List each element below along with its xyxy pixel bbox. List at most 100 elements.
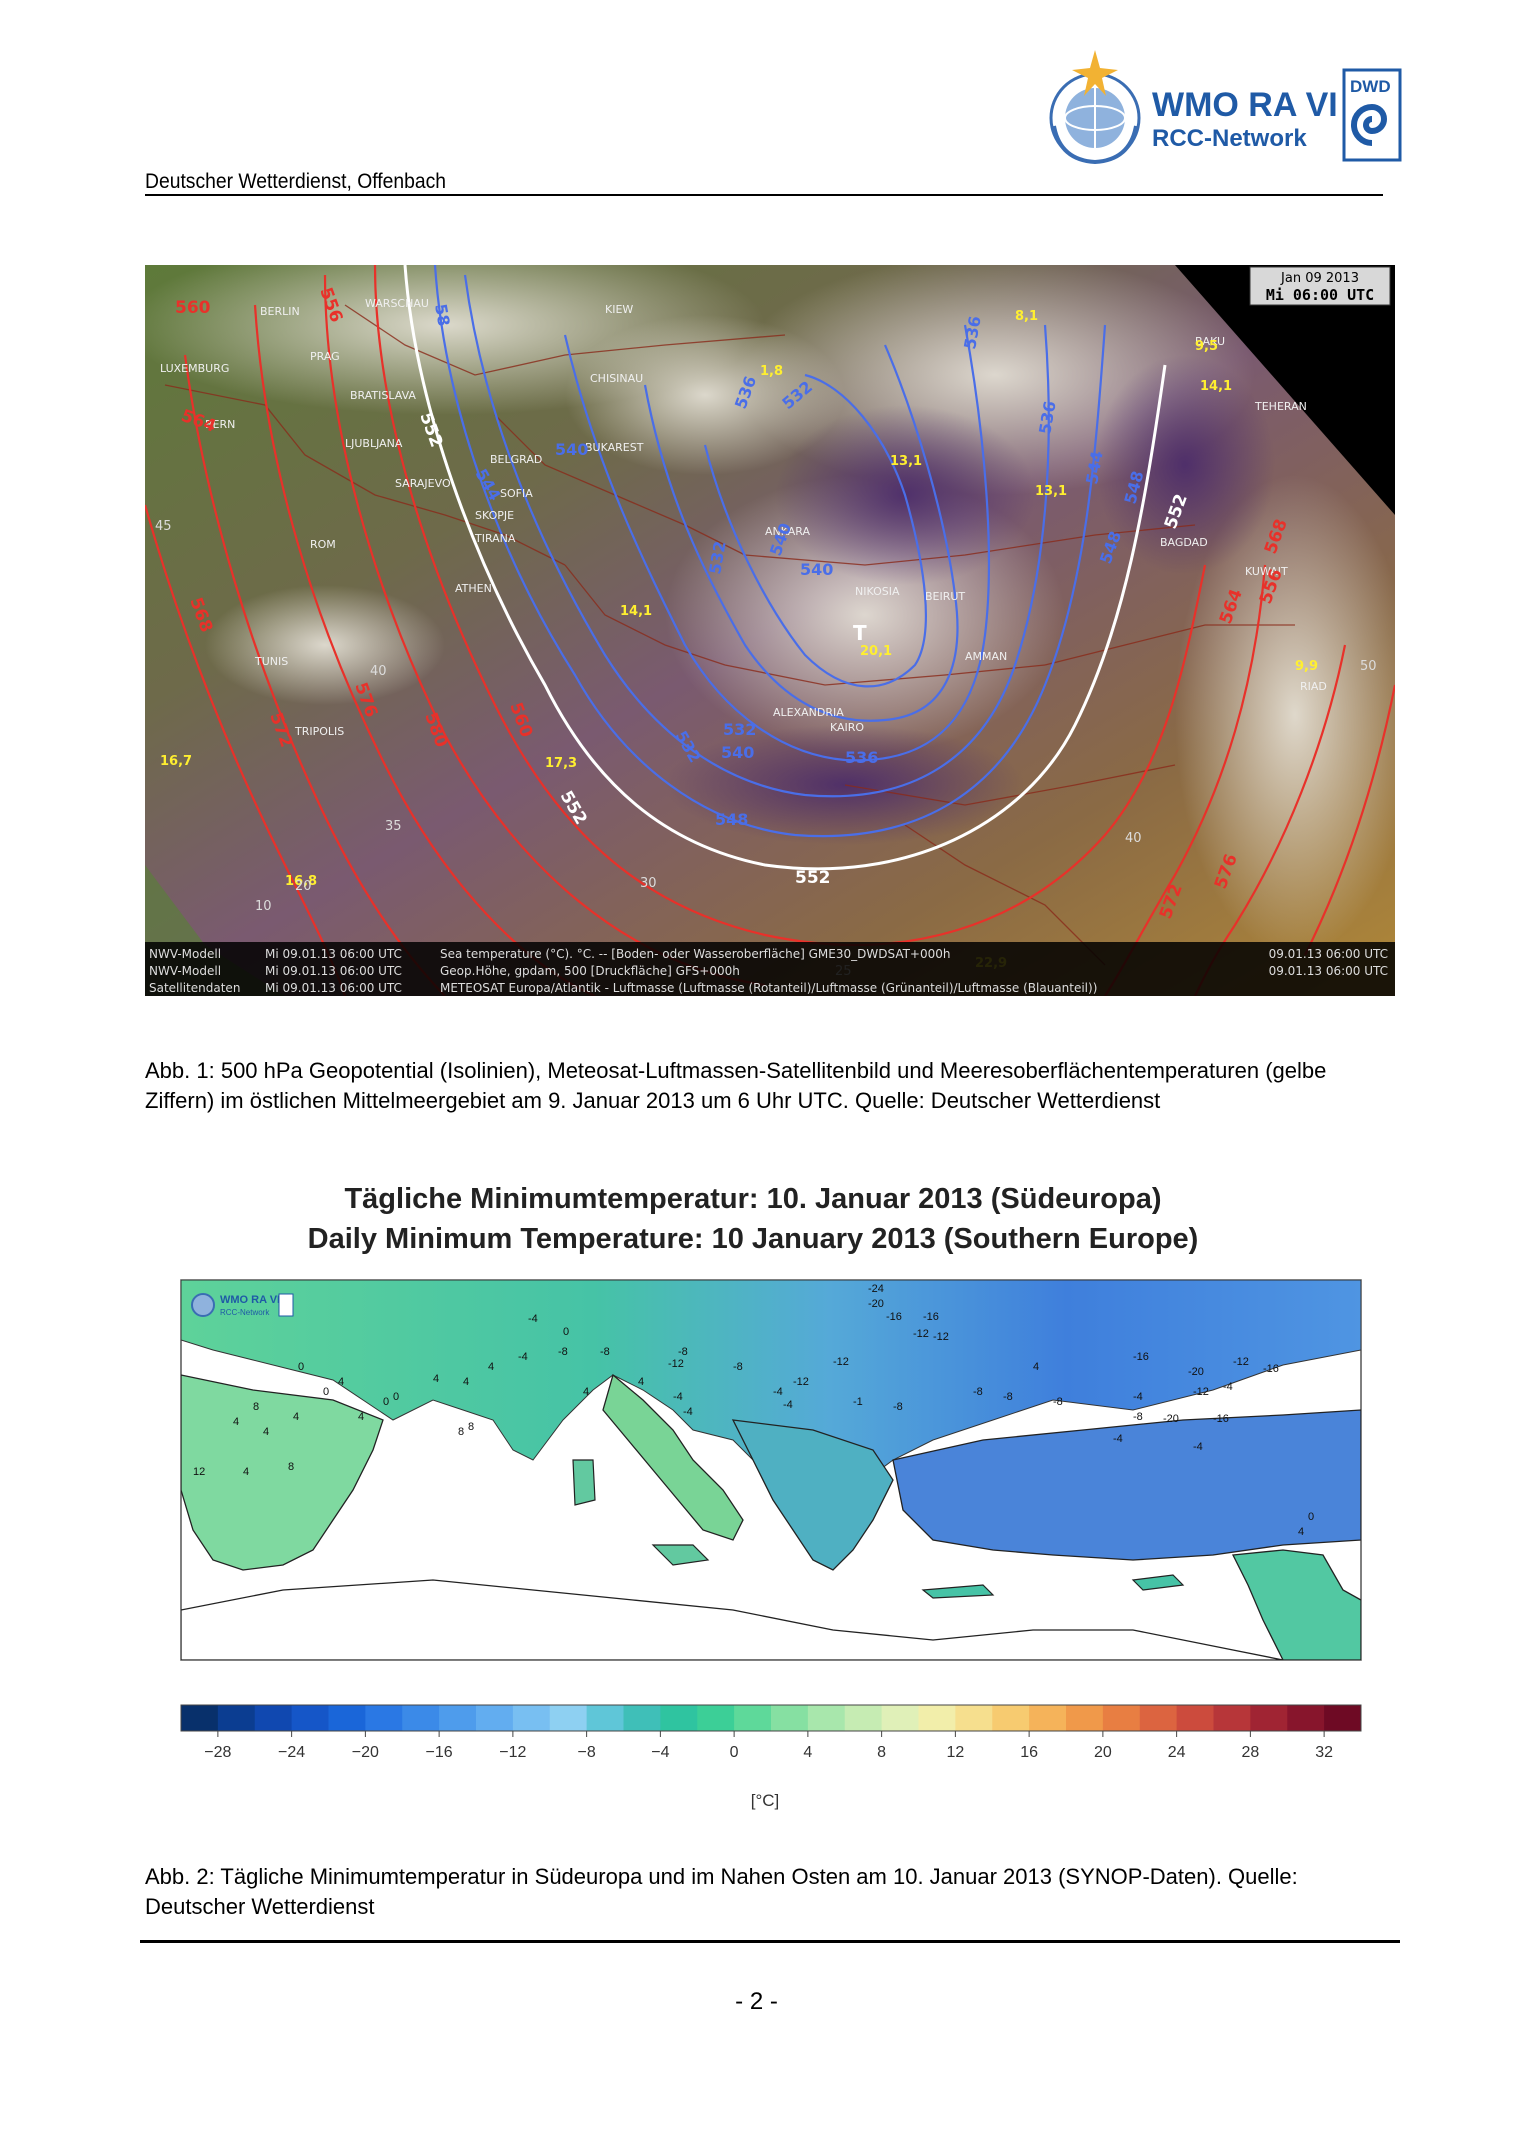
city-label: LJUBLJANA	[345, 437, 403, 450]
city-label: BRATISLAVA	[350, 389, 416, 402]
city-label: ANKARA	[765, 525, 810, 538]
colorbar-segment	[1250, 1705, 1288, 1731]
colorbar-segment	[365, 1705, 403, 1731]
map-value: -4	[1223, 1381, 1233, 1393]
colorbar-tick-label: 28	[1241, 1744, 1259, 1761]
info-description: Geop.Höhe, gpdam, 500 [Druckfläche] GFS+…	[440, 964, 740, 978]
map-value: -20	[1188, 1366, 1204, 1378]
map-value: 8	[253, 1401, 259, 1413]
map-value: -8	[733, 1361, 743, 1373]
sst-value: 13,1	[1035, 484, 1067, 499]
map-value: -12	[913, 1328, 929, 1340]
colorbar-segment	[1102, 1705, 1141, 1731]
info-time: Mi 09.01.13 06:00 UTC	[265, 981, 402, 995]
colorbar-tick-label: −24	[278, 1744, 305, 1761]
info-time: Mi 09.01.13 06:00 UTC	[265, 964, 402, 978]
map-value: 4	[488, 1361, 494, 1373]
info-description: METEOSAT Europa/Atlantik - Luftmasse (Lu…	[440, 981, 1097, 995]
colorbar-unit: [°C]	[751, 1791, 780, 1810]
map-value: -4	[1113, 1433, 1123, 1445]
map-value: 4	[1298, 1526, 1304, 1538]
map-value: 8	[458, 1426, 464, 1438]
city-label: BEIRUT	[925, 590, 965, 603]
city-label: LUXEMBURG	[160, 362, 229, 375]
header-organization: Deutscher Wetterdienst, Offenbach	[145, 170, 447, 193]
city-label: BERLIN	[260, 305, 300, 318]
colorbar-tick-label: 16	[1020, 1744, 1038, 1761]
colorbar-segment	[1287, 1705, 1325, 1731]
dwd-logo-icon	[278, 1293, 294, 1317]
logo-title: WMO RA VI	[1152, 86, 1338, 124]
map-value: -16	[923, 1311, 939, 1323]
city-label: KIEW	[605, 303, 633, 316]
info-source: NWV-Modell	[149, 964, 221, 978]
map-value: -12	[1193, 1386, 1209, 1398]
city-label: ATHEN	[455, 582, 492, 595]
low-pressure-marker: T	[853, 621, 867, 645]
city-label: ALEXANDRIA	[773, 706, 844, 719]
map-value: -4	[518, 1351, 528, 1363]
city-label: PRAG	[310, 350, 340, 363]
map-value: 4	[358, 1411, 364, 1423]
info-time: Mi 09.01.13 06:00 UTC	[265, 947, 402, 961]
page-number: - 2 -	[735, 1988, 778, 2015]
city-label: BELGRAD	[490, 453, 542, 466]
map-wmo-logo: WMO RA VI RCC-Network	[191, 1293, 294, 1317]
map-value: -12	[793, 1376, 809, 1388]
latitude-label: 45	[155, 519, 172, 534]
sst-value: 14,1	[620, 604, 652, 619]
map-value: 4	[463, 1376, 469, 1388]
map-value: -8	[678, 1346, 688, 1358]
map-value: -4	[528, 1313, 538, 1325]
caption-figure-1: Abb. 1: 500 hPa Geopotential (Isolinien)…	[145, 1058, 1327, 1113]
colorbar: −28−24−20−16−12−8−40481216202428323640	[180, 1704, 1481, 1761]
isoline-label-blue: 540	[555, 440, 588, 459]
map-logo-title: WMO RA VI	[220, 1294, 280, 1306]
colorbar-segment	[476, 1705, 514, 1731]
header-divider	[145, 194, 1383, 196]
colorbar-segment	[881, 1705, 919, 1731]
info-source: Satellitendaten	[149, 981, 240, 995]
colorbar-segment	[992, 1705, 1030, 1731]
map-value: 8	[468, 1421, 474, 1433]
map-value: 12	[193, 1466, 205, 1478]
map-value-labels: -24-20-16 -16-12 -12-16-20-12-4-8-4 -8-12-8…	[193, 1283, 1314, 1538]
map-logo-subtitle: RCC-Network	[220, 1308, 270, 1317]
map-value: 0	[323, 1386, 329, 1398]
map-value: 4	[338, 1376, 344, 1388]
colorbar-segment	[549, 1705, 588, 1731]
caption-figure-2: Abb. 2: Tägliche Minimumtemperatur in Sü…	[145, 1864, 1298, 1919]
colorbar-segment	[291, 1705, 329, 1731]
sst-value: 9,9	[1295, 659, 1318, 674]
latitude-label: 30	[640, 876, 657, 891]
colorbar-segment	[1066, 1705, 1104, 1731]
dwd-label: DWD	[1350, 77, 1391, 96]
map-value: -4	[773, 1386, 783, 1398]
city-label: BAGDAD	[1160, 536, 1208, 549]
colorbar-segment	[771, 1705, 809, 1731]
sst-value: 17,3	[545, 756, 577, 771]
info-description: Sea temperature (°C). °C. -- [Boden- ode…	[440, 947, 951, 961]
sst-value: 14,1	[1200, 379, 1232, 394]
map-value: 4	[583, 1386, 589, 1398]
map-value: -4	[783, 1399, 793, 1411]
map-value: -20	[1163, 1413, 1179, 1425]
colorbar-tick-label: −28	[204, 1744, 231, 1761]
map-value: -16	[886, 1311, 902, 1323]
colorbar-tick-label: 12	[946, 1744, 964, 1761]
map-value: 4	[638, 1376, 644, 1388]
map-value: 0	[1308, 1511, 1314, 1523]
info-valid-time: 09.01.13 06:00 UTC	[1269, 964, 1388, 978]
map-value: -24	[868, 1283, 884, 1295]
city-label: KUWAIT	[1245, 565, 1288, 578]
city-label: BAKU	[1195, 335, 1225, 348]
map-value: 4	[433, 1373, 439, 1385]
colorbar-segment	[1139, 1705, 1178, 1731]
map-value: 0	[393, 1391, 399, 1403]
latitude-label: 35	[385, 819, 402, 834]
map-value: 8	[288, 1461, 294, 1473]
satellite-map: BERLIN WARSCHAU KIEW PRAG LUXEMBURG BRATISLAV…	[145, 265, 1395, 996]
city-label: TEHERAN	[1254, 400, 1307, 413]
city-label: SARAJEVO	[395, 477, 451, 490]
colorbar-segment	[402, 1705, 440, 1731]
